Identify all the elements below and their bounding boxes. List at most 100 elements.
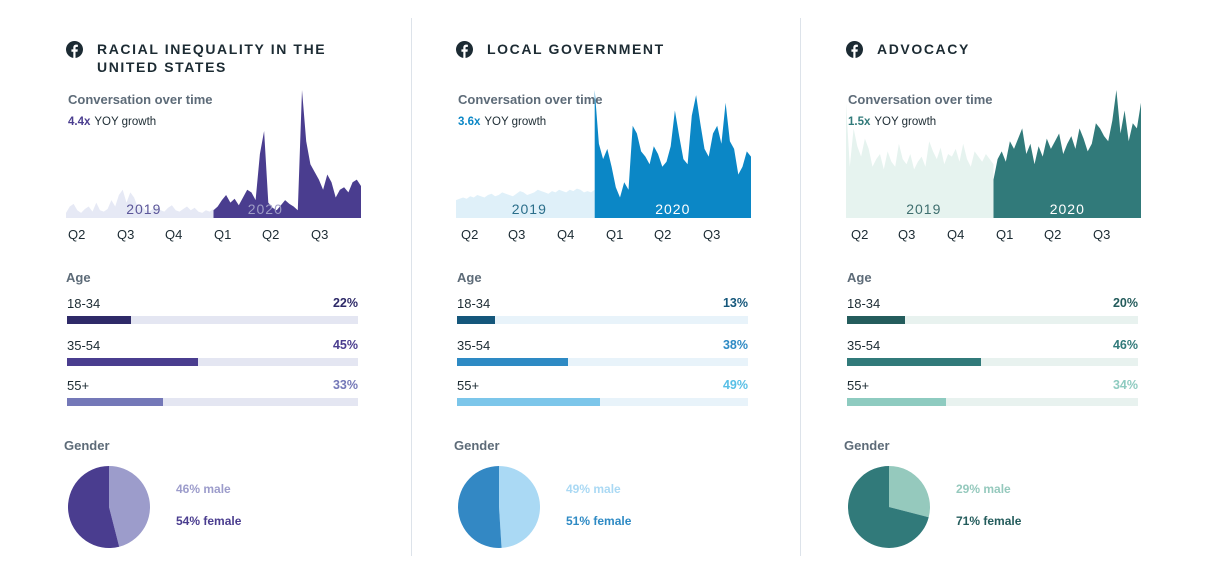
gender-male-label: 29% male — [956, 482, 1011, 496]
age-percent: 20% — [1112, 296, 1138, 310]
panel-title: LOCAL GOVERNMENT — [487, 41, 665, 57]
gender-heading: Gender — [454, 438, 500, 453]
x-axis-ticks: Q2 Q3 Q4 Q1 Q2 Q3 — [68, 227, 368, 245]
panel-header: RACIAL INEQUALITY IN THE UNITED STATES — [66, 40, 337, 76]
age-percent: 38% — [722, 338, 748, 352]
year-label-2020: 2020 — [1050, 201, 1085, 217]
tick-label: Q4 — [947, 227, 965, 242]
facebook-icon — [456, 41, 473, 58]
age-label: 18-34 — [847, 296, 881, 311]
tick-label: Q3 — [703, 227, 721, 242]
age-bar-fill — [67, 358, 198, 366]
age-bar-fill — [847, 358, 981, 366]
tick-label: Q2 — [851, 227, 869, 242]
area-chart: 2019 2020 — [846, 90, 1141, 218]
gender-heading: Gender — [844, 438, 890, 453]
facebook-icon — [66, 41, 83, 58]
growth-label: YOY growth — [874, 116, 937, 128]
age-percent: 45% — [332, 338, 358, 352]
tick-label: Q4 — [165, 227, 183, 242]
panel-divider — [800, 18, 801, 556]
gender-female-label: 54% female — [176, 514, 242, 528]
growth-label: YOY growth — [94, 116, 157, 128]
pie-slice-female — [847, 466, 929, 548]
gender-female-label: 71% female — [956, 514, 1022, 528]
age-label: 18-34 — [67, 296, 101, 311]
panel-title: RACIAL INEQUALITY IN THE UNITED STATES — [97, 41, 327, 75]
tick-label: Q4 — [557, 227, 575, 242]
age-percent: 13% — [722, 296, 748, 310]
pie-slice-male — [109, 466, 150, 547]
panel-divider — [411, 18, 412, 556]
age-percent: 46% — [1112, 338, 1138, 352]
age-label: 35-54 — [67, 338, 101, 353]
age-bar-track — [847, 358, 1138, 366]
tick-label: Q2 — [262, 227, 280, 242]
panel-title: ADVOCACY — [877, 41, 970, 57]
tick-label: Q1 — [996, 227, 1014, 242]
tick-label: Q3 — [508, 227, 526, 242]
pie-slice-female — [67, 466, 120, 548]
age-percent: 22% — [332, 296, 358, 310]
chart-subtitle: Conversation over time — [458, 92, 603, 107]
age-bar-track — [67, 316, 358, 324]
gender-pie — [458, 466, 541, 548]
tick-label: Q3 — [117, 227, 135, 242]
panel-local-government: LOCAL GOVERNMENT Conversation over time … — [390, 0, 780, 563]
age-label: 55+ — [847, 378, 870, 393]
age-bar-track — [847, 398, 1138, 406]
age-label: 35-54 — [457, 338, 491, 353]
age-bar-fill — [457, 398, 600, 406]
growth-multiplier: 1.5x — [848, 116, 871, 128]
pie-slice-female — [458, 466, 502, 548]
facebook-icon — [846, 41, 863, 58]
tick-label: Q3 — [311, 227, 329, 242]
gender-male-label: 46% male — [176, 482, 231, 496]
chart-subtitle: Conversation over time — [848, 92, 993, 107]
x-axis-ticks: Q2 Q3 Q4 Q1 Q2 Q3 — [848, 227, 1148, 245]
age-label: 55+ — [67, 378, 90, 393]
panel-header: LOCAL GOVERNMENT — [456, 40, 727, 58]
age-bar-track — [67, 358, 358, 366]
tick-label: Q2 — [1044, 227, 1062, 242]
age-bar-fill — [847, 398, 946, 406]
age-heading: Age — [847, 270, 872, 285]
age-bar-fill — [847, 316, 906, 324]
age-bar-fill — [67, 398, 163, 406]
age-bar-track — [67, 398, 358, 406]
age-bar-fill — [457, 316, 495, 324]
age-bar-track — [457, 398, 748, 406]
tick-label: Q1 — [214, 227, 232, 242]
age-percent: 49% — [722, 378, 748, 392]
age-bar-track — [457, 316, 748, 324]
tick-label: Q2 — [461, 227, 479, 242]
area-series-2019 — [66, 189, 214, 218]
yoy-growth: 1.5x YOY growth — [848, 116, 936, 128]
panel-header: ADVOCACY — [846, 40, 1117, 58]
area-series-2020 — [594, 90, 751, 218]
age-heading: Age — [457, 270, 482, 285]
area-series-2020 — [993, 90, 1141, 218]
area-series-2019 — [456, 188, 595, 218]
age-percent: 33% — [332, 378, 358, 392]
panel-advocacy: ADVOCACY Conversation over time 1.5x YOY … — [780, 0, 1170, 563]
age-label: 55+ — [457, 378, 480, 393]
x-axis-ticks: Q2 Q3 Q4 Q1 Q2 Q3 — [458, 227, 758, 245]
tick-label: Q3 — [1093, 227, 1111, 242]
tick-label: Q1 — [606, 227, 624, 242]
age-bar-track — [847, 316, 1138, 324]
tick-label: Q2 — [654, 227, 672, 242]
pie-slice-male — [889, 466, 930, 518]
age-bar-fill — [457, 358, 568, 366]
age-label: 18-34 — [457, 296, 491, 311]
growth-label: YOY growth — [484, 116, 547, 128]
chart-subtitle: Conversation over time — [68, 92, 213, 107]
area-series-2019 — [846, 102, 994, 218]
gender-heading: Gender — [64, 438, 110, 453]
year-label-2020: 2020 — [655, 201, 690, 217]
yoy-growth: 4.4x YOY growth — [68, 116, 156, 128]
growth-multiplier: 3.6x — [458, 116, 481, 128]
tick-label: Q2 — [68, 227, 86, 242]
tick-label: Q3 — [898, 227, 916, 242]
year-label-2019: 2019 — [906, 201, 941, 217]
